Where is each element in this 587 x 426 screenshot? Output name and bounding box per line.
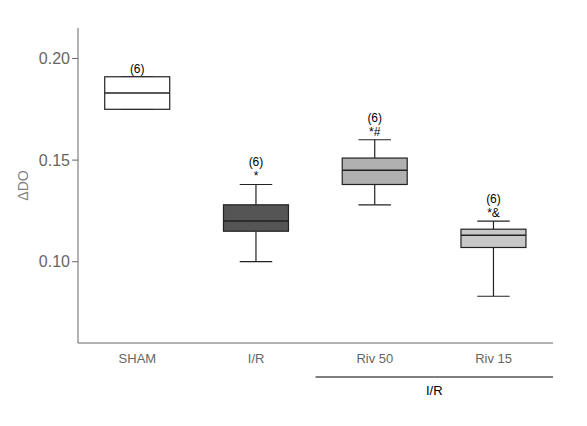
svg-text:0.20: 0.20 [39,50,70,67]
svg-text:0.15: 0.15 [39,152,70,169]
svg-text:0.10: 0.10 [39,253,70,270]
svg-text:(6): (6) [130,62,145,76]
svg-text:(6): (6) [249,155,264,169]
svg-text:I/R: I/R [426,383,443,398]
svg-text:(6): (6) [367,111,382,125]
svg-text:*&: *& [487,206,500,220]
svg-text:Riv 15: Riv 15 [475,351,512,366]
svg-text:*: * [254,169,259,183]
svg-text:I/R: I/R [248,351,265,366]
svg-text:Riv 50: Riv 50 [356,351,393,366]
svg-text:SHAM: SHAM [119,351,157,366]
svg-text:(6): (6) [486,192,501,206]
svg-text:ΔDO: ΔDO [15,170,31,200]
svg-text:*#: *# [369,125,381,139]
